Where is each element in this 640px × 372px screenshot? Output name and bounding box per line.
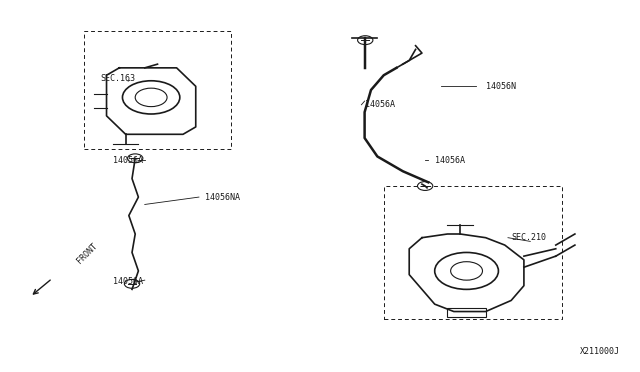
Text: 14056N: 14056N bbox=[486, 82, 516, 91]
Text: SEC.210: SEC.210 bbox=[511, 233, 546, 242]
Text: 14056NA: 14056NA bbox=[205, 193, 240, 202]
Text: X211000J: X211000J bbox=[579, 347, 620, 356]
Text: 14056A: 14056A bbox=[113, 278, 143, 286]
Text: 14056A: 14056A bbox=[365, 100, 395, 109]
Text: FRONT: FRONT bbox=[75, 241, 99, 265]
Text: 14056A: 14056A bbox=[113, 155, 143, 165]
Text: SEC.163: SEC.163 bbox=[100, 74, 135, 83]
Text: 14056A: 14056A bbox=[435, 155, 465, 165]
